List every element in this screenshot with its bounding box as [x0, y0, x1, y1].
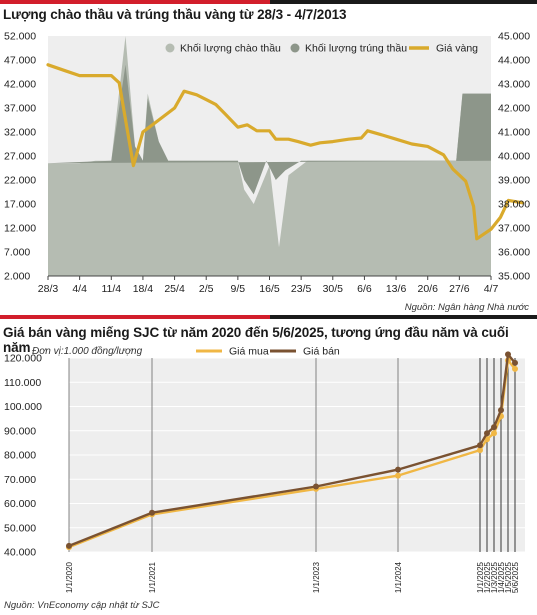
chart1-x-tick-label: 11/4	[101, 283, 121, 295]
chart1-title: Lượng chào thầu và trúng thầu vàng từ 28…	[3, 7, 347, 22]
chart1-right-tick-label: 37.000	[498, 223, 530, 235]
chart1-right-tick-label: 35.000	[498, 271, 530, 283]
chart1-x-tick-label: 9/5	[231, 283, 246, 295]
chart1-source: Nguồn: Ngân hàng Nhà nước	[404, 302, 529, 313]
chart1-x-tick-label: 4/7	[484, 283, 499, 295]
legend-winning-volume-label: Khối lượng trúng thầu	[305, 43, 407, 55]
series-winning-volume-area	[48, 64, 491, 195]
chart1-right-tick-label: 45.000	[498, 31, 530, 43]
series-sell-price-point	[505, 351, 511, 358]
chart2-legend: Giá mua Giá bán	[196, 346, 340, 358]
section-divider	[0, 315, 537, 319]
chart1-right-tick-label: 44.000	[498, 55, 530, 67]
chart1-right-tick-label: 43.000	[498, 79, 530, 91]
chart1-x-tick-label: 25/4	[164, 283, 185, 295]
legend-offer-volume-swatch	[165, 43, 175, 53]
chart2-x-tick-label: 1/2/2025	[483, 561, 492, 593]
series-sell-price-point	[477, 442, 483, 449]
chart2-y-tick-label: 60.000	[4, 498, 36, 510]
chart1-legend: Khối lượng chào thầu Khối lượng trúng thầ…	[165, 43, 478, 55]
series-buy-price-point	[477, 447, 483, 454]
chart2-y-tick-label: 70.000	[4, 474, 36, 486]
divider-dark-segment	[270, 315, 537, 319]
chart2-y-tick-label: 40.000	[4, 547, 36, 559]
legend-gold-price-label: Giá vàng	[436, 43, 478, 55]
chart1-left-tick-label: 37.000	[4, 103, 36, 115]
accent-dark-segment	[270, 0, 537, 4]
chart1-x-tick-label: 18/4	[133, 283, 154, 295]
chart2-x-tick-label: 1/5/2025	[504, 561, 513, 593]
chart2-source: Nguồn: VnEconomy cập nhật từ SJC	[4, 600, 160, 611]
chart1-left-tick-label: 7.000	[4, 247, 30, 259]
chart2-x-tick-label: 5/6/2025	[511, 561, 520, 593]
series-sell-price-point	[498, 407, 504, 414]
chart2-title: Giá bán vàng miếng SJC từ năm 2020 đến 5…	[3, 325, 509, 355]
chart2-x-tick-label: 1/1/2024	[394, 561, 403, 593]
chart1-left-tick-label: 52.000	[4, 31, 36, 43]
chart1-left-tick-label: 47.000	[4, 55, 36, 67]
chart1-x-tick-label: 23/5	[291, 283, 312, 295]
chart1-left-tick-label: 32.000	[4, 127, 36, 139]
chart1-right-tick-label: 38.000	[498, 199, 530, 211]
series-sell-price-line	[67, 353, 517, 548]
chart1-left-tick-label: 2.000	[4, 271, 30, 283]
chart2-y-tick-label: 80.000	[4, 450, 36, 462]
divider-red-segment	[0, 315, 270, 319]
chart2-x-tick-label: 1/1/2023	[312, 561, 321, 593]
legend-buy-price-label: Giá mua	[229, 346, 269, 358]
chart1-right-tick-label: 39.000	[498, 175, 530, 187]
chart1-x-tick-label: 2/5	[199, 283, 214, 295]
legend-offer-volume-label: Khối lượng chào thầu	[180, 43, 281, 55]
legend-winning-volume-swatch	[290, 43, 300, 53]
chart1-left-tick-label: 17.000	[4, 199, 36, 211]
series-buy-price-point	[491, 430, 497, 437]
chart1-left-tick-label: 27.000	[4, 151, 36, 163]
chart2-y-tick-label: 110.000	[4, 377, 41, 389]
series-gold-price-line	[46, 63, 525, 241]
chart1-left-tick-label: 22.000	[4, 175, 36, 187]
chart1-x-tick-label: 4/4	[72, 283, 87, 295]
top-accent-bar	[0, 0, 537, 4]
chart2-y-tick-label: 100.000	[4, 401, 42, 413]
series-sell-price-point	[491, 424, 497, 431]
series-sell-price-point	[512, 359, 518, 366]
chart1-right-tick-label: 40.000	[498, 151, 530, 163]
series-sell-price-point	[395, 466, 401, 473]
chart1-x-tick-label: 27/6	[449, 283, 470, 295]
chart1-x-tick-label: 16/5	[259, 283, 280, 295]
accent-red-segment	[0, 0, 270, 4]
chart1-x-tick-label: 6/6	[357, 283, 372, 295]
series-sell-price-point	[149, 509, 155, 516]
chart2-y-tick-label: 120.000	[4, 353, 42, 365]
chart2-x-tick-label: 1/1/2020	[65, 561, 74, 593]
series-buy-price-point	[512, 365, 518, 372]
chart1-x-tick-label: 20/6	[417, 283, 438, 295]
chart1-x-tick-label: 30/5	[323, 283, 344, 295]
series-offer-volume-area	[48, 36, 491, 276]
series-sell-price-point	[66, 542, 72, 549]
series-buy-price-point	[395, 472, 401, 479]
chart2-x-tick-label: 1/1/2025	[476, 561, 485, 593]
chart1-right-tick-label: 42.000	[498, 103, 530, 115]
chart1-x-tick-label: 13/6	[386, 283, 407, 295]
chart2-x-tick-label: 1/4/2025	[497, 561, 506, 593]
chart1-gold-auction: 52.000 47.000 42.000 37.000 32.000 27.000 22.0…	[4, 31, 530, 296]
chart2-y-tick-label: 50.000	[4, 522, 36, 534]
chart1-left-tick-label: 42.000	[4, 79, 36, 91]
series-sell-price-point	[484, 430, 490, 437]
chart2-unit-note: Đơn vị:1.000 đồng/lượng	[32, 346, 143, 357]
chart1-left-tick-label: 12.000	[4, 223, 36, 235]
legend-sell-price-label: Giá bán	[303, 346, 340, 358]
series-sell-price-point	[313, 483, 319, 490]
chart2-x-tick-label: 1/1/2021	[148, 561, 157, 593]
chart2-x-tick-label: 1/3/2025	[490, 561, 499, 593]
chart1-right-tick-label: 41.000	[498, 127, 530, 139]
chart2-y-tick-label: 90.000	[4, 425, 36, 437]
chart1-right-tick-label: 36.000	[498, 247, 530, 259]
chart1-x-tick-label: 28/3	[38, 283, 59, 295]
